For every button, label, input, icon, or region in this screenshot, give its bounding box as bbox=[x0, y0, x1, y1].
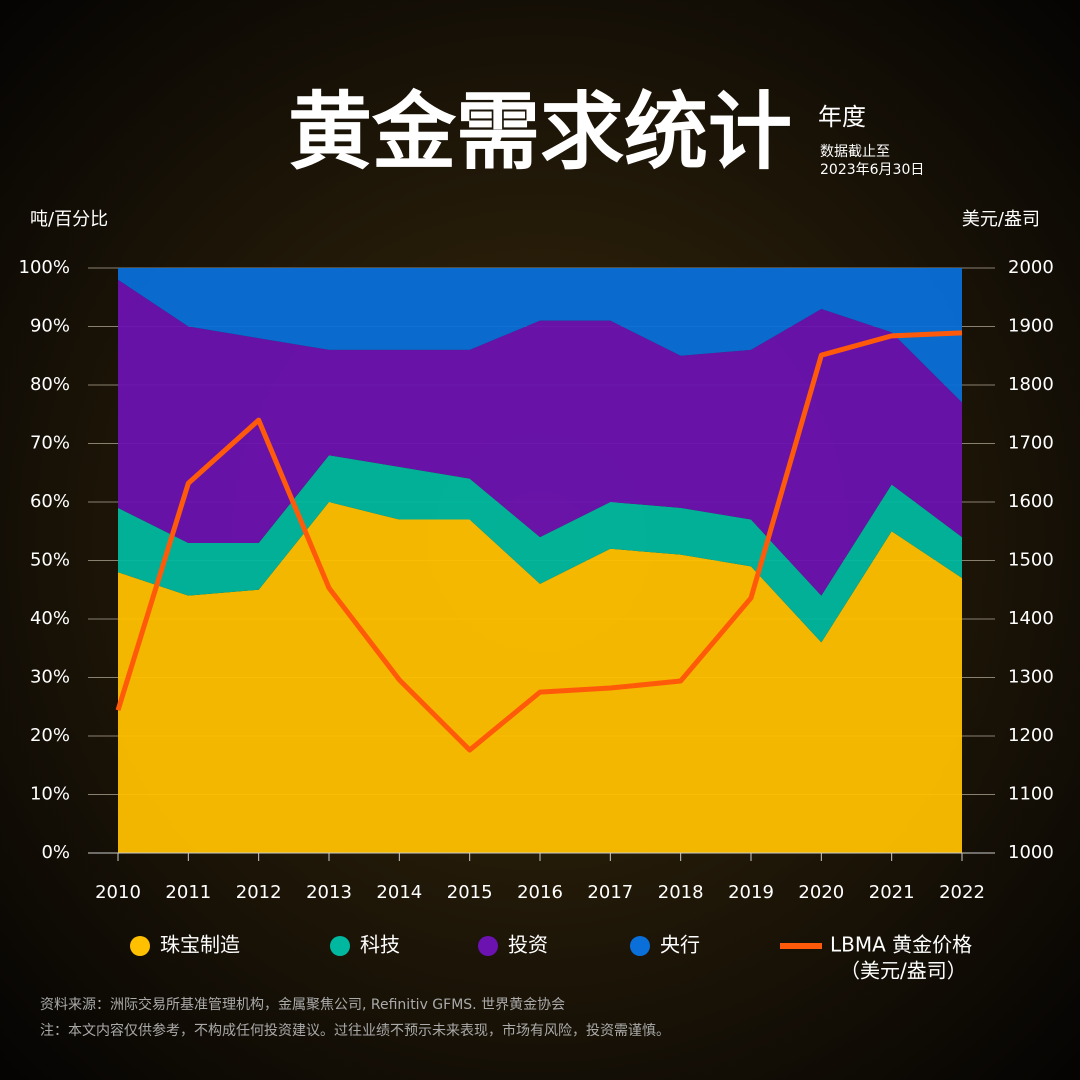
x-tick-label: 2013 bbox=[306, 882, 352, 903]
y2-tick-label: 1200 bbox=[1008, 725, 1054, 746]
x-tick-label: 2015 bbox=[447, 882, 493, 903]
y2-tick-label: 1900 bbox=[1008, 316, 1054, 337]
x-tick-label: 2019 bbox=[728, 882, 774, 903]
y-tick-label: 90% bbox=[30, 316, 70, 337]
y-tick-label: 0% bbox=[41, 842, 70, 863]
legend-swatch bbox=[330, 936, 350, 956]
y2-tick-label: 1500 bbox=[1008, 550, 1054, 571]
source: 资料来源：洲际交易所基准管理机构，金属聚焦公司, Refinitiv GFMS.… bbox=[40, 996, 565, 1013]
legend-label: （美元/盎司） bbox=[840, 959, 967, 983]
legend-swatch bbox=[130, 936, 150, 956]
x-tick-label: 2018 bbox=[658, 882, 704, 903]
source: 注：本文内容仅供参考，不构成任何投资建议。过往业绩不预示未来表现，市场有风险，投… bbox=[40, 1022, 670, 1039]
y2-tick-label: 2000 bbox=[1008, 257, 1054, 278]
plot-area bbox=[88, 267, 995, 854]
legend-swatch bbox=[478, 936, 498, 956]
note: 数据截止至 bbox=[820, 144, 890, 160]
area bbox=[118, 455, 962, 643]
y-tick-label: 70% bbox=[30, 433, 70, 454]
legend-label: LBMA 黄金价格 bbox=[830, 933, 972, 957]
y2-axis-label: 美元/盎司 bbox=[962, 209, 1040, 230]
area bbox=[118, 279, 962, 596]
x-tick-label: 2022 bbox=[939, 882, 985, 903]
legend-swatch bbox=[630, 936, 650, 956]
y2-tick-label: 1800 bbox=[1008, 374, 1054, 395]
x-tick-label: 2011 bbox=[165, 882, 211, 903]
chart-title: 黄金需求统计 bbox=[288, 83, 792, 181]
y-tick-label: 30% bbox=[30, 667, 70, 688]
x-tick-label: 2020 bbox=[798, 882, 844, 903]
x-tick-label: 2017 bbox=[587, 882, 633, 903]
legend-label: 投资 bbox=[508, 933, 548, 957]
x-tick-label: 2012 bbox=[236, 882, 282, 903]
x-tick-label: 2016 bbox=[517, 882, 563, 903]
y-tick-label: 80% bbox=[30, 374, 70, 395]
y-tick-label: 20% bbox=[30, 725, 70, 746]
legend-label: 科技 bbox=[360, 933, 400, 957]
subtitle: 年度 bbox=[818, 103, 866, 131]
note: 2023年6月30日 bbox=[820, 162, 924, 178]
legend-label: 珠宝制造 bbox=[160, 933, 240, 957]
y-tick-label: 50% bbox=[30, 550, 70, 571]
y2-tick-label: 1300 bbox=[1008, 667, 1054, 688]
y-tick-label: 40% bbox=[30, 608, 70, 629]
y-tick-label: 60% bbox=[30, 491, 70, 512]
x-tick-label: 2021 bbox=[869, 882, 915, 903]
y2-tick-label: 1700 bbox=[1008, 433, 1054, 454]
area bbox=[118, 268, 962, 403]
y-axis-label: 吨/百分比 bbox=[30, 209, 108, 230]
x-tick-label: 2010 bbox=[95, 882, 141, 903]
y-tick-label: 100% bbox=[19, 257, 70, 278]
x-tick-label: 2014 bbox=[376, 882, 422, 903]
y2-tick-label: 1000 bbox=[1008, 842, 1054, 863]
line bbox=[115, 330, 963, 753]
y-tick-label: 10% bbox=[30, 784, 70, 805]
y2-tick-label: 1600 bbox=[1008, 491, 1054, 512]
legend-label: 央行 bbox=[660, 933, 700, 957]
y2-tick-label: 1400 bbox=[1008, 608, 1054, 629]
y2-tick-label: 1100 bbox=[1008, 784, 1054, 805]
